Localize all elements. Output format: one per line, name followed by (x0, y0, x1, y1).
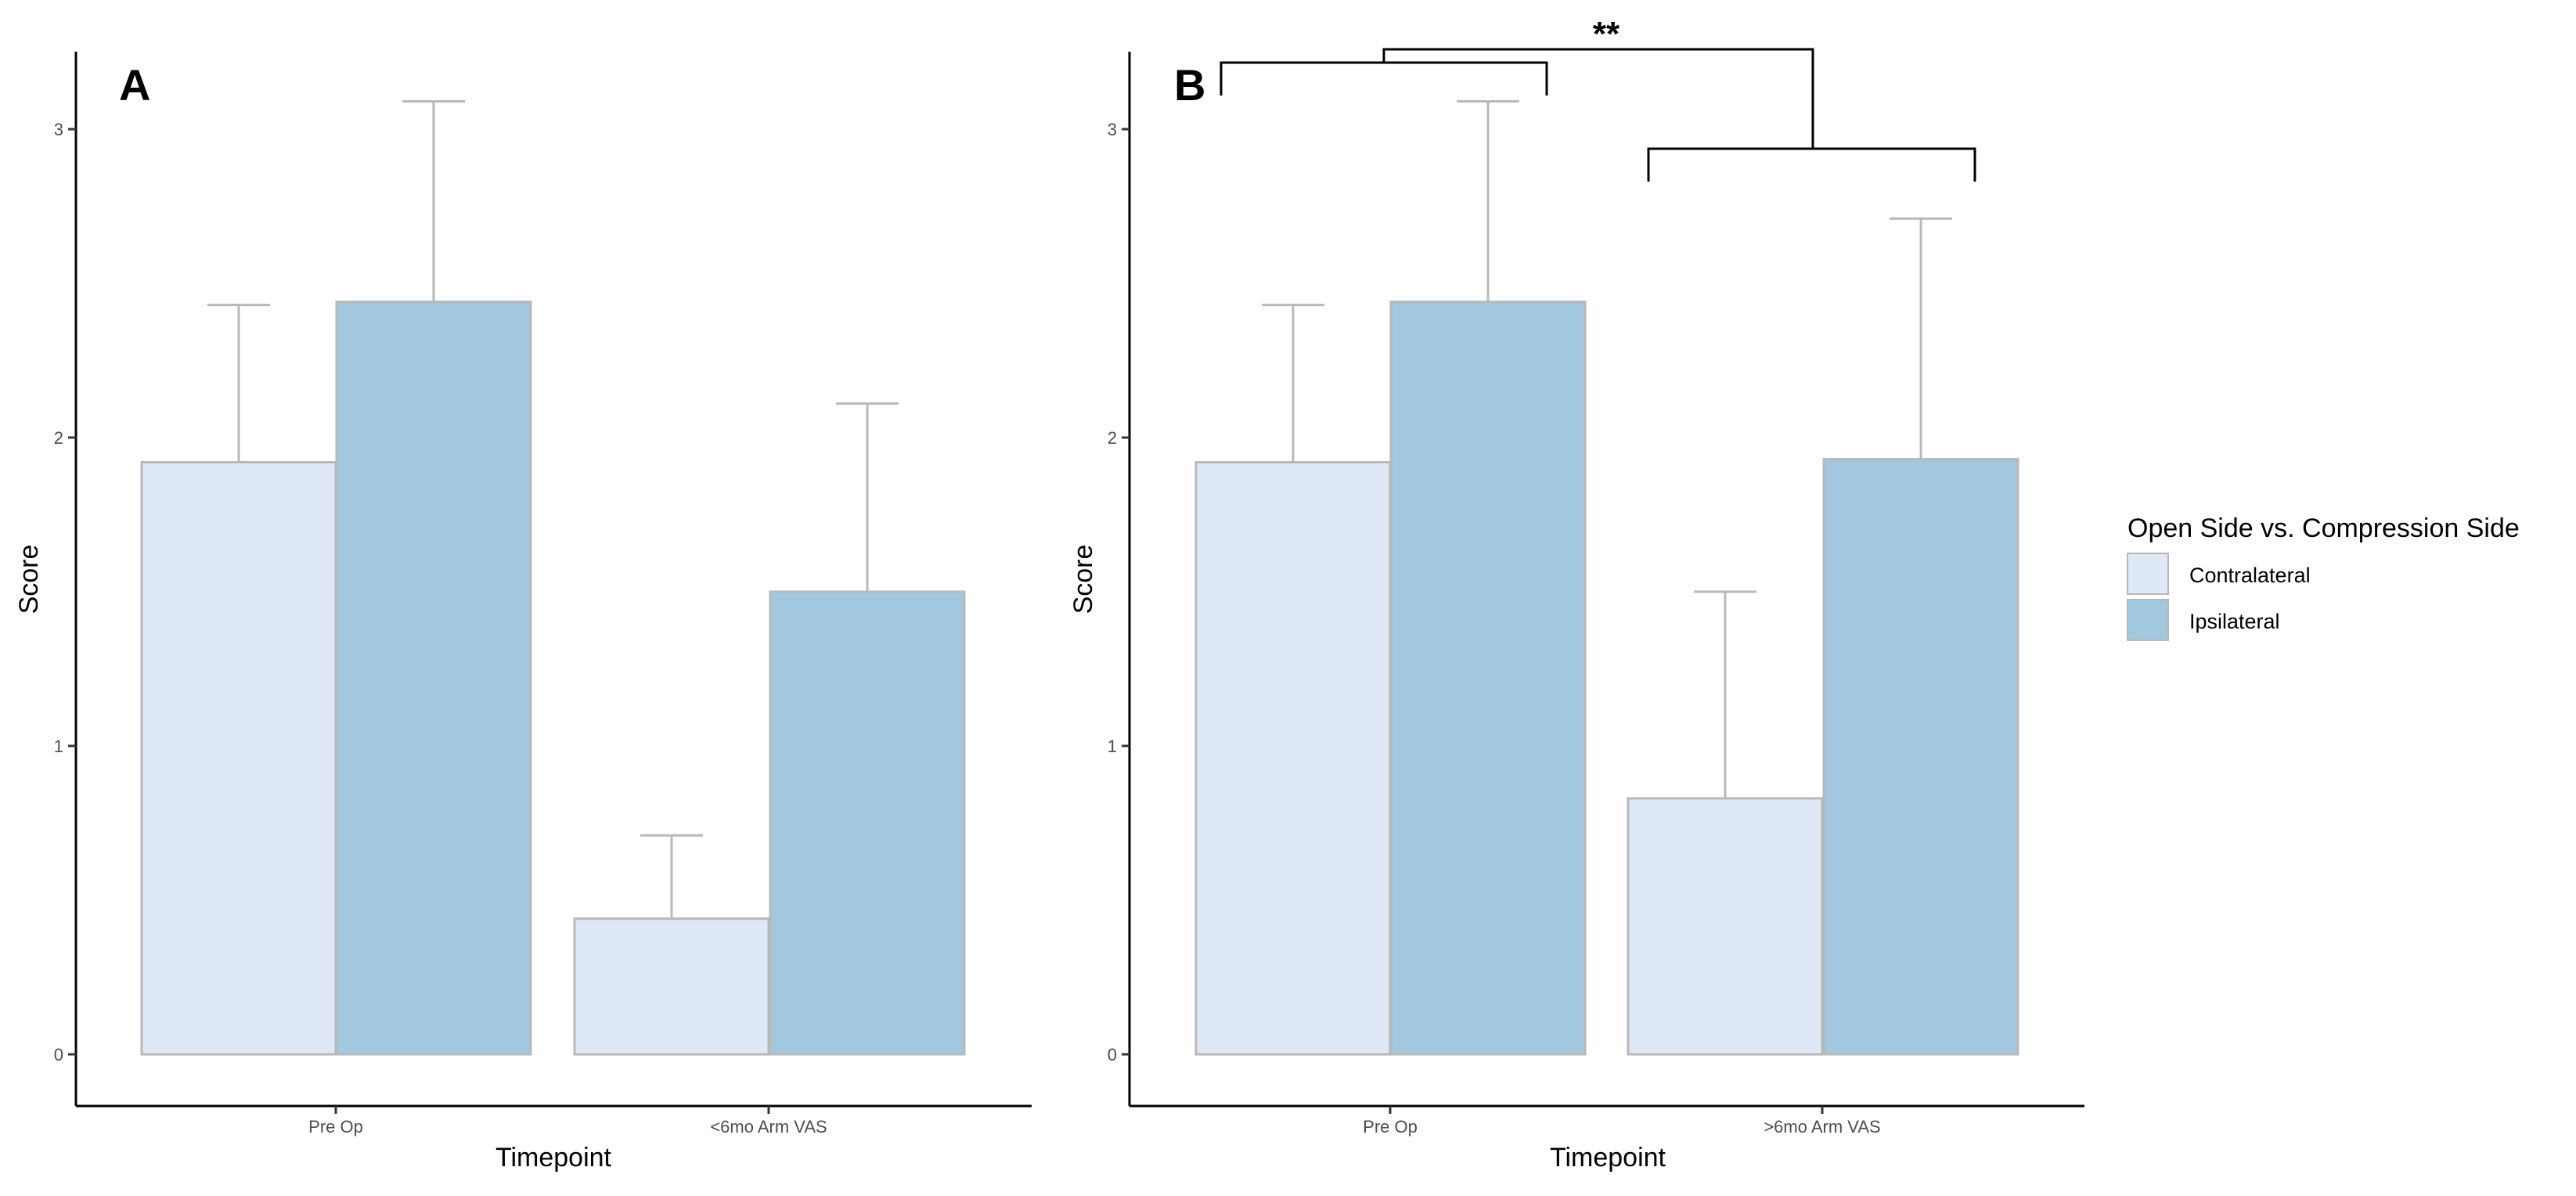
panel-b-error-bar-contralateral-1 (1262, 304, 1324, 463)
panel-b-error-bar-ipsilateral-2 (1890, 217, 1952, 459)
panel-b-y-ticks: 0 1 2 3 (1108, 120, 1129, 1065)
panel-a-x-ticks: Pre Op <6mo Arm VAS (308, 1106, 827, 1137)
panel-a-y-tick-label-3: 3 (54, 120, 63, 139)
legend-label-ipsilateral: Ipsilateral (2189, 610, 2280, 633)
panel-b-bars (1194, 301, 2019, 1056)
panel-b-y-tick-label-1: 1 (1108, 737, 1117, 756)
legend-label-contralateral: Contralateral (2189, 564, 2311, 587)
panel-b-bar-contralateral-1 (1194, 461, 1392, 1056)
panel-a-bar-ipsilateral-2 (769, 590, 966, 1056)
panel-b-error-bar-ipsilateral-1 (1457, 100, 1519, 302)
panel-a-error-bar-ipsilateral-2 (836, 402, 899, 592)
legend-swatch-contralateral (2127, 553, 2169, 595)
panel-b-y-tick-label-2: 2 (1108, 428, 1117, 448)
panel-a-label: A (119, 60, 150, 110)
significance-bracket-top (1382, 48, 1814, 149)
panel-a-bars (140, 301, 966, 1056)
panel-a-y-tick-label-2: 2 (54, 428, 63, 448)
panel-a-y-tick-label-1: 1 (54, 737, 63, 756)
panel-a-y-axis-title: Score (14, 545, 44, 614)
panel-a-bar-contralateral-2 (573, 917, 770, 1056)
panel-a-y-ticks: 0 1 2 3 (54, 120, 76, 1065)
panel-a-bar-contralateral-1 (140, 461, 337, 1056)
panel-a-y-tick-label-0: 0 (54, 1045, 63, 1065)
panel-a-error-bars (207, 100, 899, 919)
panel-b-error-bars (1262, 100, 1952, 798)
panel-a-error-bar-ipsilateral-1 (402, 100, 465, 302)
panel-b-y-axis-title: Score (1068, 545, 1098, 614)
significance-bracket-right (1647, 147, 1976, 182)
significance-label: ** (1593, 15, 1620, 53)
panel-b-y-tick-label-0: 0 (1108, 1045, 1117, 1065)
legend-swatch-ipsilateral (2127, 599, 2169, 641)
panel-b-x-ticks: Pre Op >6mo Arm VAS (1363, 1106, 1881, 1137)
panel-b-bar-ipsilateral-2 (1822, 458, 2019, 1056)
legend-title: Open Side vs. Compression Side (2127, 513, 2520, 543)
panel-a-error-bar-contralateral-1 (207, 304, 270, 463)
panel-a-x-axis-title: Timepoint (495, 1143, 612, 1173)
significance-bracket-left (1220, 61, 1548, 95)
panel-a-error-bar-contralateral-2 (640, 834, 703, 919)
panel-b-error-bar-contralateral-2 (1694, 590, 1756, 798)
panel-b-y-tick-label-3: 3 (1108, 120, 1117, 139)
panel-a-chart: 0 1 2 3 Pre Op <6mo Arm VAS A Timepoint Scor… (14, 52, 1032, 1173)
panel-b-bar-ipsilateral-1 (1389, 301, 1587, 1056)
panel-a-x-tick-label-1: Pre Op (308, 1117, 363, 1137)
panel-b-x-tick-label-1: Pre Op (1363, 1117, 1418, 1137)
panel-b-x-axis-title: Timepoint (1550, 1143, 1666, 1173)
panel-a-bar-ipsilateral-1 (335, 301, 532, 1056)
significance-bracket (1220, 48, 1976, 182)
panel-a-x-tick-label-2: <6mo Arm VAS (710, 1117, 827, 1137)
panel-b-x-tick-label-2: >6mo Arm VAS (1764, 1117, 1880, 1137)
panel-b-chart: 0 1 2 3 Pre Op >6mo Arm VAS B Timepoint Scor… (1068, 15, 2084, 1173)
legend: Open Side vs. Compression Side Contralat… (2127, 513, 2520, 641)
panel-b-label: B (1174, 60, 1205, 110)
panel-b-bar-contralateral-2 (1627, 797, 1824, 1056)
